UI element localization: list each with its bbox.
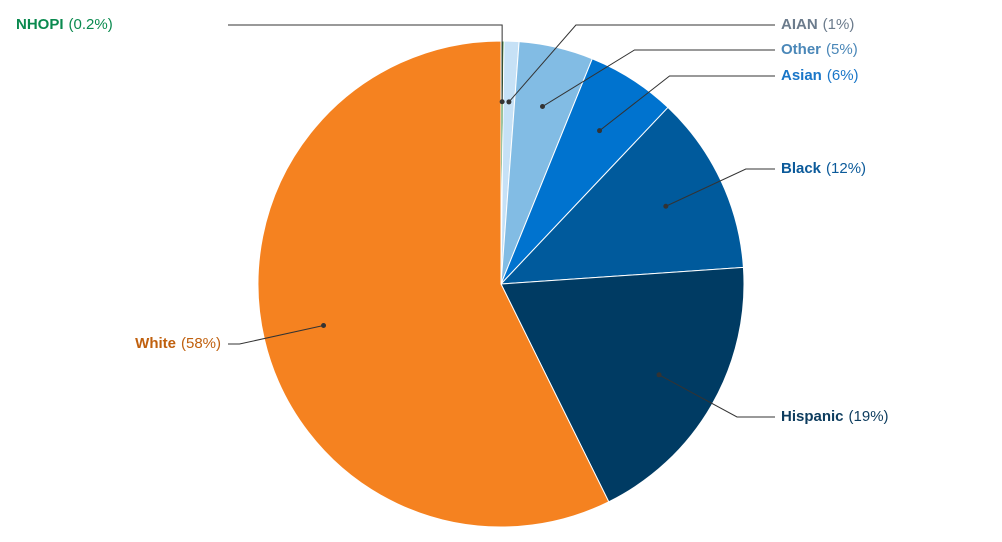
leader-line xyxy=(228,24,503,102)
leader-dot xyxy=(321,322,327,328)
leader-line xyxy=(542,49,775,107)
slice-value-label: (1%) xyxy=(823,16,855,33)
slice-label: NHOPI (0.2%) xyxy=(16,16,113,33)
leader-dot xyxy=(506,99,512,105)
leader-line xyxy=(665,168,775,207)
leader-line xyxy=(508,24,775,103)
slice-name: Other xyxy=(781,41,821,58)
leader-line xyxy=(599,75,775,132)
leader-dot xyxy=(663,203,669,209)
slice-value-label: (6%) xyxy=(827,67,859,84)
leader-line xyxy=(228,325,324,345)
leader-dot xyxy=(656,372,662,378)
slice-name: Black xyxy=(781,160,822,177)
slice-name: NHOPI xyxy=(16,16,64,33)
slice-label: Hispanic (19%) xyxy=(781,408,889,425)
slice-value-label: (58%) xyxy=(181,335,221,352)
slice-name: AIAN xyxy=(781,16,818,33)
slice-value-label: (19%) xyxy=(849,408,889,425)
slice-label: White (58%) xyxy=(135,335,221,352)
slice-value-label: (5%) xyxy=(826,41,858,58)
slice-label: AIAN (1%) xyxy=(781,16,854,33)
slice-name: Hispanic xyxy=(781,408,844,425)
slice-value-label: (0.2%) xyxy=(69,16,113,33)
slice-name: Asian xyxy=(781,67,822,84)
pie-slice xyxy=(257,40,610,528)
pie-slice xyxy=(500,266,745,503)
slice-value-label: (12%) xyxy=(826,160,866,177)
leader-line xyxy=(658,374,775,418)
leader-dot xyxy=(499,99,505,105)
slice-label: Asian (6%) xyxy=(781,67,859,84)
slice-name: White xyxy=(135,335,176,352)
leader-dot xyxy=(539,104,545,110)
leader-dot xyxy=(597,128,603,134)
slice-label: Other (5%) xyxy=(781,41,858,58)
slice-label: Black (12%) xyxy=(781,160,866,177)
